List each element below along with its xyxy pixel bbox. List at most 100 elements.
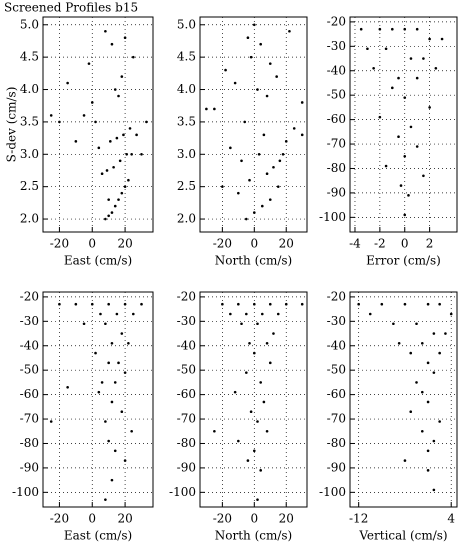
point bbox=[109, 140, 112, 143]
point bbox=[104, 498, 107, 501]
point bbox=[90, 302, 94, 306]
point bbox=[403, 154, 407, 158]
x-axis-label: North (cm/s) bbox=[215, 529, 293, 543]
point bbox=[213, 429, 216, 433]
point bbox=[97, 146, 101, 150]
point bbox=[100, 172, 104, 176]
point bbox=[122, 133, 125, 137]
y-tick-label: -90 bbox=[327, 460, 346, 474]
y-tick-label: -40 bbox=[177, 338, 196, 352]
x-tick-label: -20 bbox=[50, 237, 69, 251]
point bbox=[107, 214, 110, 218]
point bbox=[97, 390, 101, 394]
point bbox=[378, 27, 382, 31]
point bbox=[265, 429, 269, 433]
point bbox=[420, 390, 424, 394]
y-tick-label: 2.5 bbox=[177, 179, 196, 193]
point bbox=[357, 302, 360, 306]
point bbox=[90, 101, 94, 104]
point bbox=[409, 351, 413, 355]
y-tick-label: -80 bbox=[20, 436, 39, 450]
point bbox=[245, 371, 248, 374]
x-tick-label: -20 bbox=[213, 237, 232, 251]
y-tick-label: -100 bbox=[319, 485, 346, 499]
y-tick-label: -50 bbox=[327, 363, 346, 377]
y-tick-label: -20 bbox=[327, 14, 346, 28]
y-tick-label: 5.0 bbox=[20, 17, 39, 31]
point bbox=[403, 459, 407, 462]
y-tick-label: -30 bbox=[327, 314, 346, 328]
point bbox=[105, 169, 109, 172]
point bbox=[259, 469, 262, 472]
x-tick-label: -20 bbox=[50, 512, 69, 526]
point bbox=[284, 140, 288, 143]
point bbox=[107, 439, 110, 443]
y-tick-label: -30 bbox=[327, 39, 346, 53]
point bbox=[252, 23, 256, 27]
x-tick-label: 20 bbox=[117, 512, 132, 526]
point bbox=[372, 67, 375, 70]
plot-frame bbox=[42, 16, 154, 233]
point bbox=[115, 136, 119, 140]
point bbox=[229, 146, 232, 150]
point bbox=[117, 361, 120, 365]
x-tick-label: 0 bbox=[401, 237, 409, 251]
point bbox=[224, 68, 227, 72]
point bbox=[420, 342, 424, 345]
point bbox=[403, 96, 407, 99]
point bbox=[259, 381, 262, 384]
point bbox=[100, 381, 104, 384]
point bbox=[278, 159, 282, 163]
point bbox=[415, 145, 419, 148]
point bbox=[268, 62, 272, 65]
x-axis-label: East (cm/s) bbox=[64, 529, 132, 543]
point bbox=[268, 198, 272, 201]
point bbox=[237, 302, 240, 306]
y-tick-label: -20 bbox=[177, 289, 196, 303]
point bbox=[252, 302, 256, 306]
point bbox=[391, 86, 394, 90]
point bbox=[256, 322, 259, 326]
point bbox=[104, 420, 107, 423]
point bbox=[117, 198, 120, 201]
x-tick-label: 0 bbox=[88, 237, 96, 251]
y-tick-label: -70 bbox=[20, 412, 39, 426]
point bbox=[403, 27, 407, 31]
point bbox=[115, 312, 119, 316]
point bbox=[422, 174, 425, 178]
x-tick-label: -20 bbox=[213, 512, 232, 526]
point bbox=[252, 449, 256, 453]
point bbox=[409, 410, 413, 414]
point bbox=[99, 312, 102, 316]
point bbox=[110, 478, 114, 482]
y-tick-label: -80 bbox=[327, 161, 346, 175]
y-tick-label: 3.0 bbox=[20, 147, 39, 161]
y-tick-label: -40 bbox=[327, 338, 346, 352]
point bbox=[233, 390, 237, 394]
point bbox=[127, 342, 130, 345]
point bbox=[110, 342, 114, 345]
point bbox=[257, 152, 261, 156]
point bbox=[409, 125, 413, 129]
point bbox=[127, 178, 130, 182]
point bbox=[438, 351, 441, 355]
y-tick-label: -30 bbox=[177, 314, 196, 328]
figure-title: Screened Profiles b15 bbox=[4, 1, 138, 15]
x-axis-label: North (cm/s) bbox=[215, 254, 293, 268]
point bbox=[428, 37, 431, 41]
point bbox=[262, 133, 266, 137]
y-tick-label: -50 bbox=[20, 363, 39, 377]
point bbox=[260, 312, 264, 316]
x-axis-label: Vertical (cm/s) bbox=[358, 529, 447, 543]
x-tick-label: 2 bbox=[426, 237, 434, 251]
y-tick-label: -30 bbox=[20, 314, 39, 328]
point bbox=[130, 429, 133, 433]
point bbox=[272, 332, 275, 335]
point bbox=[112, 165, 115, 169]
y-tick-label: -60 bbox=[327, 387, 346, 401]
point bbox=[434, 67, 438, 70]
plot-frame bbox=[199, 16, 308, 233]
point bbox=[82, 322, 86, 326]
x-tick-label: 0 bbox=[88, 512, 96, 526]
y-tick-label: 4.0 bbox=[20, 82, 39, 96]
